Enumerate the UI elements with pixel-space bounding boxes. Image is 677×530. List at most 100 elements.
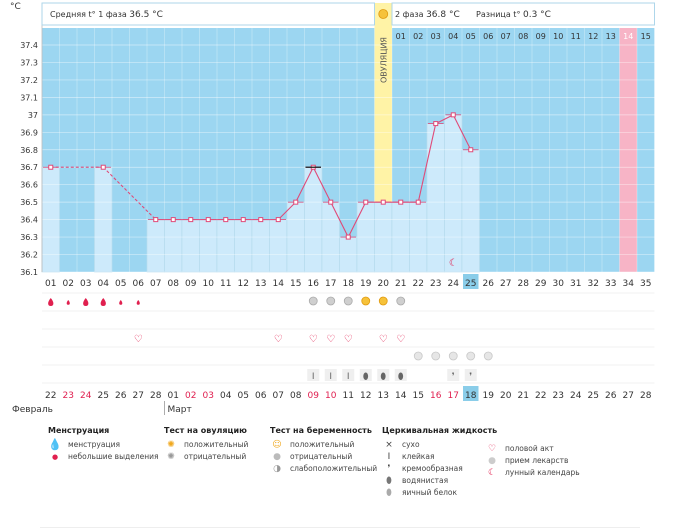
temperature-bar xyxy=(181,219,200,273)
current-date-box xyxy=(463,386,479,401)
temperature-bar xyxy=(444,114,463,273)
creamy-icon: ❜ xyxy=(452,372,455,382)
x-tick-label: 14 xyxy=(273,279,285,289)
phase2-header-box xyxy=(391,2,655,26)
heart-icon: ♡ xyxy=(134,334,143,345)
x-tick-label: 10 xyxy=(203,279,215,289)
creamy-icon: ❜ xyxy=(469,372,472,382)
x-tick-label: 02 xyxy=(63,279,74,289)
legend: Менструация 💧 менструация ● небольшие выде… xyxy=(20,426,660,522)
legend-label: отрицательный xyxy=(290,452,353,461)
temperature-bar xyxy=(426,123,445,273)
moon-icon: ☾ xyxy=(487,468,497,478)
phase2-day-label: 07 xyxy=(501,32,511,41)
phase2-day-label: 10 xyxy=(553,32,563,41)
marker-rows: ♡ ♡ ♡ ♡ ♡ ♡ ♡ Ⅰ Ⅰ Ⅰ ⬮ ⬮ ⬮ ❜ ❜ ☾ xyxy=(42,258,655,384)
temperature-bar xyxy=(146,219,165,273)
small-drop-icon: ● xyxy=(51,453,59,461)
pill-icon xyxy=(466,351,476,361)
calendar-date: 12 xyxy=(360,391,371,401)
x-tick-label: 24 xyxy=(448,279,460,289)
diff-value: 0.3 °C xyxy=(523,10,551,20)
x-tick-label: 35 xyxy=(640,279,651,289)
data-point xyxy=(415,199,421,205)
legend-title: Менструация xyxy=(48,426,110,435)
drop-icon xyxy=(136,300,140,305)
x-tick-label: 22 xyxy=(413,279,424,289)
heart-icon: ♡ xyxy=(344,334,353,345)
drop-icon: 💧 xyxy=(48,438,62,451)
legend-label: небольшие выделения xyxy=(68,452,159,461)
sticky-icon: Ⅰ xyxy=(312,372,315,382)
heart-icon: ♡ xyxy=(309,334,318,345)
x-tick-label: 33 xyxy=(605,279,616,289)
phase2-day-label: 14 xyxy=(623,32,633,41)
calendar-date: 10 xyxy=(325,391,337,401)
plot-background xyxy=(42,3,655,272)
y-axis-unit: °C xyxy=(10,2,21,12)
data-point xyxy=(205,217,211,223)
data-point xyxy=(258,217,264,223)
calendar-date: 04 xyxy=(220,391,232,401)
temperature-bar xyxy=(234,219,253,273)
chart-header: Средняя t° 1 фаза 36.5 °C 2 фаза 36.8 °C Р… xyxy=(41,2,655,83)
legend-item: ⬮ яичный белок xyxy=(382,487,497,499)
phase2-day-label: 05 xyxy=(466,32,476,41)
heart-icon: ♡ xyxy=(487,444,497,454)
fluid-cell xyxy=(377,369,390,381)
y-tick-label: 36.6 xyxy=(20,181,38,190)
legend-item: ● небольшие выделения xyxy=(48,451,159,463)
legend-item: ◑ слабоположительный xyxy=(270,463,377,475)
calendar-date: 11 xyxy=(343,391,354,401)
data-point xyxy=(48,164,54,170)
drop-icon xyxy=(100,298,106,306)
cross-icon: × xyxy=(385,440,393,450)
legend-title: Тест на овуляцию xyxy=(164,426,247,435)
legend-item: ♡ половой акт xyxy=(485,443,580,455)
fluid-cell xyxy=(342,369,355,381)
y-tick-label: 37.2 xyxy=(20,76,38,85)
drop-icon xyxy=(48,298,54,306)
data-point xyxy=(293,199,299,205)
pill-icon xyxy=(431,351,441,361)
line-segment xyxy=(330,201,349,238)
legend-item: × сухо xyxy=(382,439,497,451)
legend-item: ❜ кремообразная xyxy=(382,463,497,475)
temperature-bar xyxy=(199,219,218,273)
x-tick-label: 05 xyxy=(115,279,126,289)
drop-icon xyxy=(66,300,70,305)
calendar-date: 02 xyxy=(185,391,196,401)
line-segment xyxy=(277,201,297,221)
x-tick-label: 17 xyxy=(325,279,336,289)
calendar-date: 27 xyxy=(133,391,144,401)
x-tick-label: 15 xyxy=(290,279,301,289)
calendar-date: 21 xyxy=(518,391,529,401)
legend-label: лунный календарь xyxy=(505,468,580,477)
legend-item: ☾ лунный календарь xyxy=(485,467,580,479)
line-segment xyxy=(312,166,332,203)
axes: 37.4 37.3 37.2 37.1 37 36.9 36.8 36.7 36.6 36.5 36… xyxy=(10,2,652,415)
calendar-date: 24 xyxy=(570,391,582,401)
y-tick-label: 37.4 xyxy=(20,41,38,50)
watery-icon: ⬮ xyxy=(363,372,369,382)
y-tick-label: 36.2 xyxy=(20,251,38,260)
data-point xyxy=(345,234,351,240)
calendar-date: 06 xyxy=(255,391,267,401)
phase1-header-box xyxy=(41,2,375,26)
calendar-date: 22 xyxy=(45,391,56,401)
x-tick-label: 08 xyxy=(168,279,180,289)
x-tick-label: 03 xyxy=(80,279,91,289)
x-tick-label: 31 xyxy=(570,279,581,289)
calendar-date: 08 xyxy=(290,391,302,401)
watery-icon: ⬮ xyxy=(398,372,404,382)
legend-label: кремообразная xyxy=(402,464,463,473)
current-day-box xyxy=(463,274,479,289)
x-tick-label: 29 xyxy=(535,279,547,289)
phase2-day-label: 13 xyxy=(606,32,616,41)
phase2-day-label: 09 xyxy=(536,32,546,41)
watery-icon: ⬮ xyxy=(380,372,386,382)
data-point xyxy=(433,121,439,127)
line-segment xyxy=(295,166,314,203)
pill-icon xyxy=(483,351,493,361)
data-point xyxy=(450,112,456,118)
